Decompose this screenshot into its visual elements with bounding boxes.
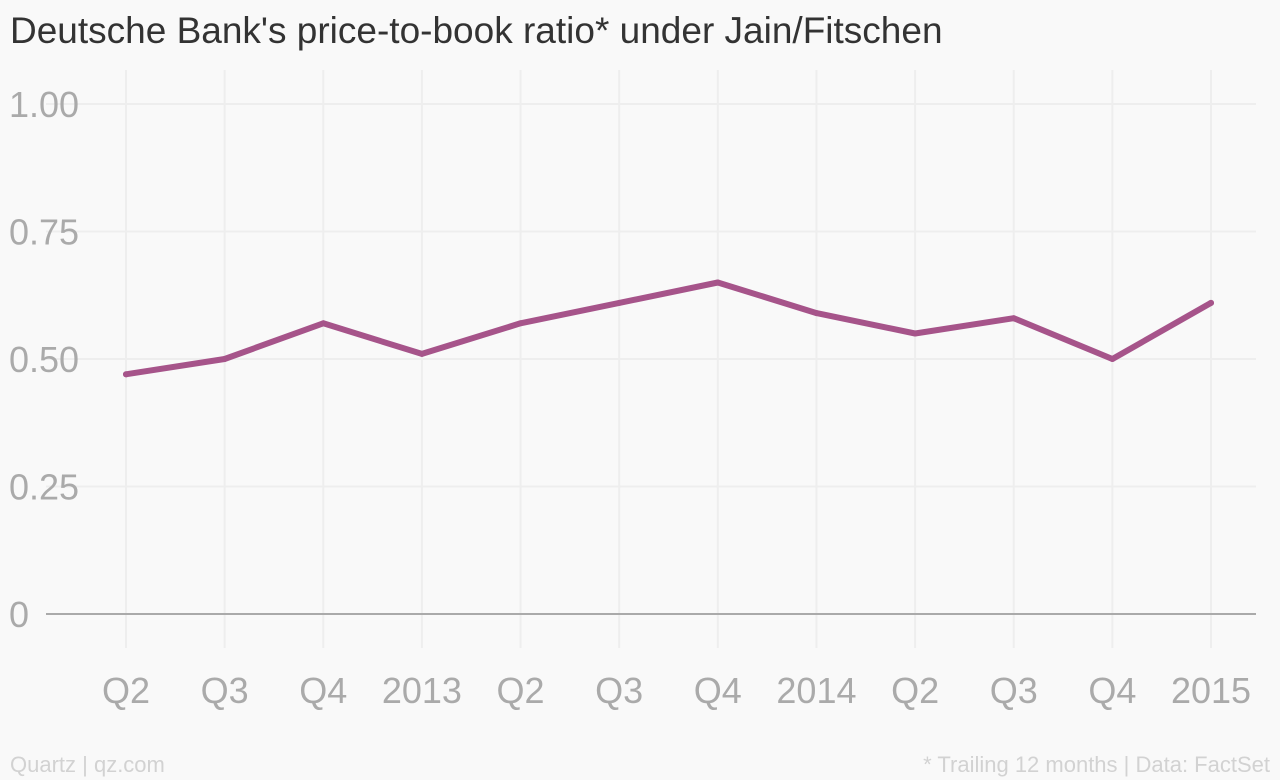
x-tick-label: Q3 bbox=[595, 670, 643, 711]
y-tick-label: 0 bbox=[9, 594, 29, 635]
series-layer bbox=[123, 279, 1214, 378]
x-tick-label: Q4 bbox=[694, 670, 742, 711]
data-point bbox=[1109, 356, 1116, 362]
x-tick-label: 2014 bbox=[776, 670, 856, 711]
x-tick-label: Q2 bbox=[891, 670, 939, 711]
data-point bbox=[912, 330, 919, 337]
data-point bbox=[714, 279, 721, 286]
footer-note: * Trailing 12 months | Data: FactSet bbox=[923, 752, 1270, 777]
data-point bbox=[1010, 315, 1017, 322]
x-tick-label: 2013 bbox=[382, 670, 462, 711]
series-line bbox=[123, 279, 1214, 378]
data-point bbox=[418, 350, 425, 357]
x-tick-label: Q2 bbox=[497, 670, 545, 711]
x-tick-label: Q3 bbox=[990, 670, 1038, 711]
y-tick-label: 1.00 bbox=[9, 84, 79, 125]
y-tick-label: 0.25 bbox=[9, 467, 79, 508]
y-gridlines bbox=[46, 103, 1256, 615]
x-tick-label: Q4 bbox=[299, 670, 347, 711]
x-tick-label: Q2 bbox=[102, 670, 150, 711]
y-tick-label: 0.75 bbox=[9, 212, 79, 253]
footer-source: Quartz | qz.com bbox=[10, 752, 165, 777]
chart-title: Deutsche Bank's price-to-book ratio* und… bbox=[10, 10, 943, 51]
x-axis-labels: Q2 Q3 Q4 2013 Q2 Q3 Q4 2014 Q2 Q3 Q4 2015 bbox=[102, 670, 1251, 711]
data-point bbox=[616, 299, 623, 306]
data-point bbox=[813, 310, 820, 317]
data-point bbox=[221, 356, 228, 362]
x-tick-label: Q4 bbox=[1088, 670, 1136, 711]
data-point bbox=[517, 320, 524, 327]
data-point bbox=[1208, 299, 1214, 306]
x-tick-label: Q3 bbox=[201, 670, 249, 711]
y-tick-label: 0.50 bbox=[9, 339, 79, 380]
y-axis-labels: 0 0.25 0.50 0.75 1.00 bbox=[9, 84, 79, 635]
data-point bbox=[123, 371, 129, 378]
x-tick-label: 2015 bbox=[1171, 670, 1251, 711]
data-point bbox=[320, 320, 327, 327]
